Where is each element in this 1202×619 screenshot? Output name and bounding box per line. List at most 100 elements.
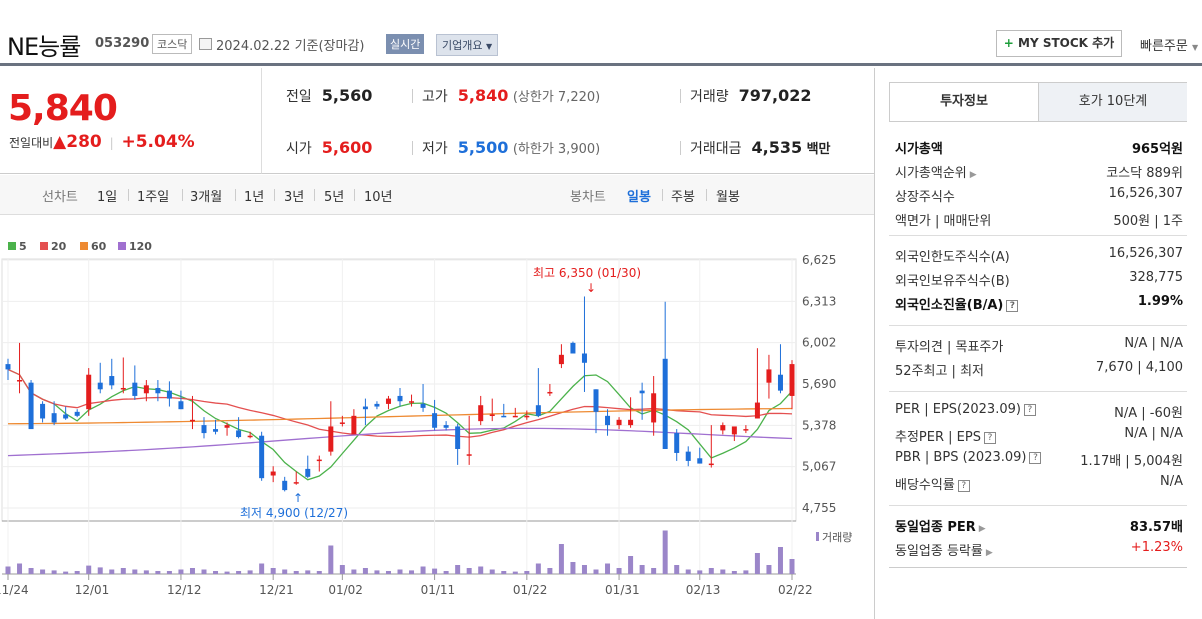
candle[interactable]	[754, 402, 760, 419]
candle[interactable]	[605, 415, 611, 426]
candle-monthly[interactable]: 월봉	[716, 190, 740, 205]
candle[interactable]	[593, 389, 599, 412]
candle[interactable]	[466, 454, 472, 456]
candle[interactable]	[155, 387, 161, 394]
candle[interactable]	[328, 426, 334, 452]
candle[interactable]	[777, 374, 783, 391]
candle[interactable]	[651, 393, 657, 423]
candle[interactable]	[708, 463, 714, 466]
info-label[interactable]: 시가총액순위 ▶	[895, 166, 977, 181]
candle[interactable]	[478, 405, 484, 422]
candle[interactable]	[789, 364, 795, 396]
period-3y[interactable]: 3년	[284, 190, 305, 205]
candle[interactable]	[316, 459, 322, 462]
candle[interactable]	[685, 451, 691, 461]
candle[interactable]	[489, 414, 495, 417]
candle[interactable]	[731, 426, 737, 435]
candle[interactable]	[639, 390, 645, 394]
candle[interactable]	[558, 354, 564, 365]
candle[interactable]	[397, 395, 403, 402]
company-info-dropdown[interactable]: 기업개요 ▼	[436, 34, 499, 56]
candle[interactable]	[743, 429, 749, 431]
candle[interactable]	[74, 411, 80, 416]
candle[interactable]	[109, 376, 115, 386]
candle[interactable]	[259, 435, 265, 479]
volume-bar	[374, 570, 380, 574]
candle[interactable]	[697, 458, 703, 464]
add-my-stock-button[interactable]: + MY STOCK 추가	[996, 30, 1122, 57]
candle[interactable]	[166, 390, 172, 399]
candle[interactable]	[616, 419, 622, 426]
help-icon[interactable]: ?	[957, 480, 970, 492]
candle[interactable]	[512, 415, 518, 418]
candle[interactable]	[5, 364, 11, 370]
candle[interactable]	[662, 358, 668, 449]
realtime-button[interactable]: 실시간	[386, 34, 425, 54]
help-icon[interactable]: ?	[1029, 452, 1042, 464]
candle[interactable]	[213, 429, 219, 432]
candle[interactable]	[236, 430, 242, 438]
candle[interactable]	[501, 415, 507, 418]
candle[interactable]	[420, 403, 426, 408]
candle[interactable]	[63, 414, 69, 419]
candle-daily[interactable]: 일봉	[627, 190, 651, 205]
candle[interactable]	[524, 415, 530, 418]
candle[interactable]	[720, 425, 726, 431]
help-icon[interactable]: ?	[1023, 404, 1036, 416]
candle[interactable]	[40, 403, 46, 419]
period-10y[interactable]: 10년	[364, 190, 393, 205]
candle[interactable]	[766, 369, 772, 383]
candle[interactable]	[570, 342, 576, 354]
period-1w[interactable]: 1주일	[137, 190, 170, 205]
quick-order-button[interactable]: 빠른주문 ▼	[1140, 35, 1198, 54]
candle[interactable]	[86, 374, 92, 410]
volume-bar	[420, 566, 426, 574]
candle[interactable]	[581, 353, 587, 363]
candle[interactable]	[247, 435, 253, 438]
candle[interactable]	[189, 419, 195, 422]
tab-invest-info[interactable]: 투자정보	[890, 83, 1039, 121]
candle[interactable]	[455, 426, 461, 449]
candle[interactable]	[17, 380, 23, 382]
period-3m[interactable]: 3개월	[190, 190, 223, 205]
candle[interactable]	[305, 468, 311, 477]
candle[interactable]	[143, 385, 149, 394]
candle[interactable]	[362, 406, 368, 410]
candle[interactable]	[178, 401, 184, 410]
info-value: N/A	[1160, 474, 1183, 489]
period-5y[interactable]: 5년	[324, 190, 345, 205]
period-1y[interactable]: 1년	[244, 190, 265, 205]
candle[interactable]	[97, 382, 103, 390]
period-1d[interactable]: 1일	[97, 190, 118, 205]
info-label[interactable]: 동일업종 PER ▶	[895, 520, 986, 535]
info-label[interactable]: 동일업종 등락률 ▶	[895, 544, 993, 559]
candle[interactable]	[628, 419, 634, 426]
candle[interactable]	[28, 382, 34, 430]
info-row: 상장주식수 16,526,307	[895, 186, 1183, 208]
tab-orderbook[interactable]: 호가 10단계	[1039, 83, 1187, 121]
candle[interactable]	[547, 391, 553, 394]
help-icon[interactable]: ?	[1006, 300, 1019, 312]
candle[interactable]	[224, 425, 230, 428]
candle[interactable]	[293, 482, 299, 484]
candle[interactable]	[120, 387, 126, 390]
candle[interactable]	[51, 413, 57, 423]
candle[interactable]	[432, 413, 438, 428]
volume-bar	[616, 568, 622, 574]
candle-weekly[interactable]: 주봉	[671, 190, 695, 205]
candle[interactable]	[270, 471, 276, 476]
candle[interactable]	[535, 405, 541, 416]
prev-value: 5,560	[321, 86, 373, 105]
candle[interactable]	[132, 382, 138, 396]
help-icon[interactable]: ?	[983, 432, 996, 444]
candle[interactable]	[674, 433, 680, 453]
candle[interactable]	[339, 422, 345, 424]
candle[interactable]	[409, 401, 415, 403]
candle[interactable]	[385, 398, 391, 404]
stock-chart[interactable]: 6,625 6,313 6,002 5,690 5,378 5,067 4,755 11/24…	[0, 0, 874, 619]
candle[interactable]	[282, 480, 288, 491]
candle[interactable]	[351, 415, 357, 435]
candle[interactable]	[443, 425, 449, 428]
candle[interactable]	[374, 403, 380, 407]
candle[interactable]	[201, 425, 207, 434]
